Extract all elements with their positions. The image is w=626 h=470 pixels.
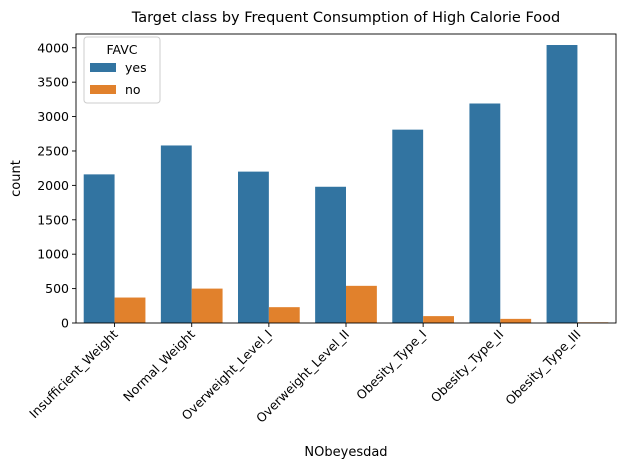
x-tick-label: Obesity_Type_I [353,327,429,403]
bar-yes-Normal_Weight [160,145,192,323]
bar-no-Overweight_Level_II [346,285,377,323]
bars-group [83,45,609,323]
y-tick-label: 2500 [37,143,69,158]
legend-title: FAVC [106,42,137,57]
x-tick-label: Obesity_Type_II [428,327,507,406]
bar-no-Obesity_Type_II [500,318,532,323]
y-tick-label: 4000 [37,40,69,55]
legend-label-no: no [125,82,141,97]
y-tick-label: 0 [61,316,69,331]
legend-swatch-no [90,85,116,94]
y-tick-label: 3500 [37,75,69,90]
bar-yes-Overweight_Level_I [238,171,269,323]
bar-yes-Obesity_Type_III [546,45,578,323]
bar-yes-Overweight_Level_II [315,186,346,323]
bar-yes-Insufficient_Weight [83,174,115,323]
y-tick-label: 1000 [37,247,69,262]
y-tick-label: 2000 [37,178,69,193]
y-axis: 0 500 1000 1500 2000 2500 3000 3500 4000 [37,40,76,331]
bar-no-Normal_Weight [191,288,223,323]
bar-no-Insufficient_Weight [114,297,146,323]
legend: FAVC yes no [83,36,161,104]
chart-title: Target class by Frequent Consumption of … [131,10,560,26]
bar-yes-Obesity_Type_II [469,103,501,323]
x-axis: Insufficient_Weight Normal_WeightOverweig… [26,323,584,426]
legend-swatch-yes [90,63,116,72]
legend-label-yes: yes [125,60,147,75]
plot-frame [75,33,617,324]
y-tick-label: 3000 [37,109,69,124]
x-axis-title: NObeyesdad [304,445,387,460]
bar-no-Obesity_Type_I [423,316,454,323]
y-tick-label: 1500 [37,212,69,227]
bar-no-Overweight_Level_I [268,307,300,323]
y-axis-title: count [9,160,24,197]
y-tick-label: 500 [45,281,69,296]
x-tick-label: Normal_Weight [120,326,198,404]
x-tick-label: Obesity_Type_III [502,327,583,408]
x-tick-label: Insufficient_Weight [26,326,121,421]
bar-yes-Obesity_Type_I [392,129,424,323]
